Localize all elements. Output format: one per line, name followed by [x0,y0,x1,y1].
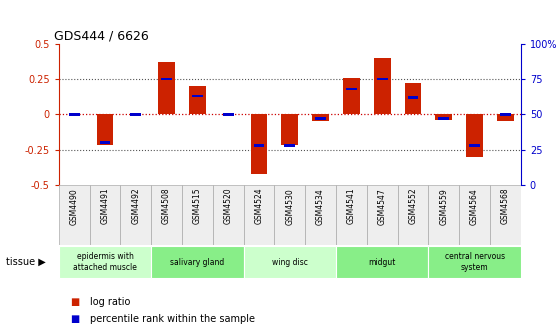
Bar [336,185,367,245]
Bar [90,185,120,245]
Text: GSM4492: GSM4492 [131,188,141,224]
Bar [151,246,244,278]
Text: percentile rank within the sample: percentile rank within the sample [90,314,255,324]
Text: GSM4508: GSM4508 [162,188,171,224]
Text: GSM4534: GSM4534 [316,188,325,224]
Bar [96,114,114,145]
Text: tissue ▶: tissue ▶ [6,257,45,267]
Text: wing disc: wing disc [272,258,308,266]
Bar [281,114,298,145]
Bar [284,144,295,146]
Bar [428,246,521,278]
Bar [158,62,175,114]
Text: central nervous
system: central nervous system [445,252,505,272]
Bar [346,88,357,90]
Text: salivary gland: salivary gland [170,258,225,266]
Bar [398,185,428,245]
Bar [120,185,151,245]
Text: GSM4520: GSM4520 [223,188,233,224]
Bar [244,185,274,245]
Bar [343,78,360,114]
Bar [223,113,234,116]
Bar [367,185,398,245]
Bar [459,185,490,245]
Bar [305,185,336,245]
Bar [377,78,388,80]
Bar [438,117,449,120]
Bar [336,246,428,278]
Bar [374,58,391,114]
Text: GSM4530: GSM4530 [285,188,295,224]
Bar [130,113,141,116]
Text: GSM4541: GSM4541 [347,188,356,224]
Text: GSM4490: GSM4490 [69,188,79,224]
Bar [59,185,90,245]
Bar [315,117,326,120]
Bar [274,185,305,245]
Bar [408,96,418,98]
Bar [189,86,206,114]
Bar [254,144,264,146]
Bar [469,144,480,146]
Text: GSM4515: GSM4515 [193,188,202,224]
Bar [250,114,268,173]
Bar [500,113,511,116]
Text: midgut: midgut [368,258,396,266]
Bar [192,95,203,97]
Bar [404,83,422,114]
Bar [213,185,244,245]
Text: GSM4568: GSM4568 [501,188,510,224]
Text: epidermis with
attached muscle: epidermis with attached muscle [73,252,137,272]
Text: GSM4552: GSM4552 [408,188,418,224]
Bar [244,246,336,278]
Text: GDS444 / 6626: GDS444 / 6626 [54,30,149,43]
Text: GSM4564: GSM4564 [470,188,479,224]
Text: GSM4524: GSM4524 [254,188,264,224]
Text: ■: ■ [70,297,80,307]
Bar [466,114,483,157]
Bar [497,114,514,121]
Bar [435,114,452,120]
Bar [428,185,459,245]
Text: log ratio: log ratio [90,297,130,307]
Text: ■: ■ [70,314,80,324]
Text: GSM4547: GSM4547 [377,188,387,224]
Text: GSM4491: GSM4491 [100,188,110,224]
Bar [100,141,110,144]
Bar [312,114,329,121]
Bar [490,185,521,245]
Text: GSM4559: GSM4559 [439,188,449,224]
Bar [69,113,80,116]
Bar [161,78,172,80]
Bar [151,185,182,245]
Bar [59,246,151,278]
Bar [182,185,213,245]
